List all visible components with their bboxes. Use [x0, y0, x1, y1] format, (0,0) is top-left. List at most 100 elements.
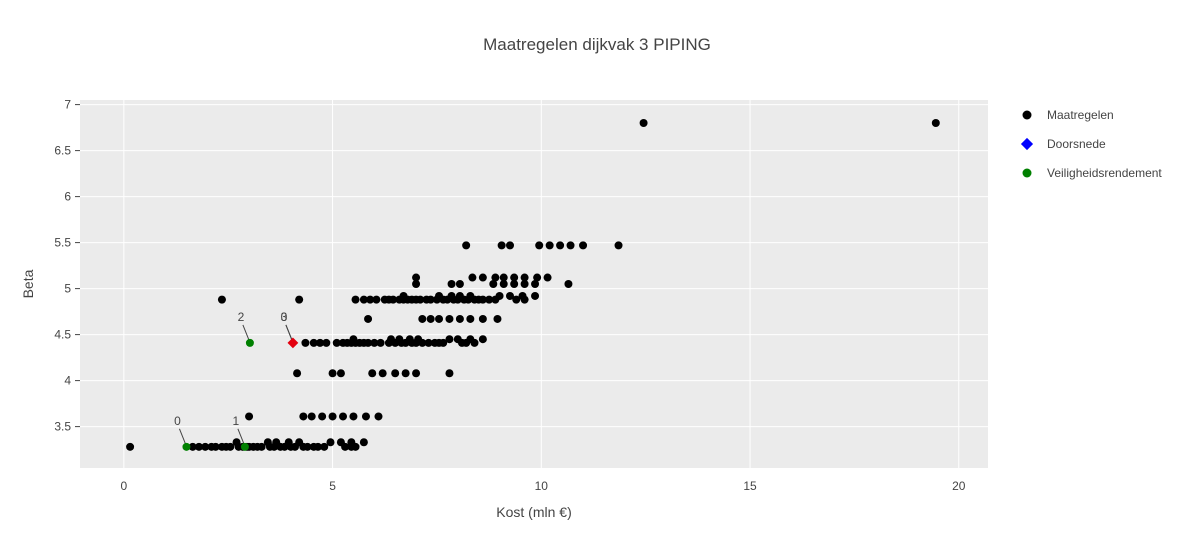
annotation-label: 1: [233, 414, 240, 428]
annotation-label: 0: [281, 310, 288, 324]
annotation-arrow: [242, 324, 250, 341]
data-point: [470, 338, 479, 347]
data-point: [445, 369, 454, 378]
data-point: [535, 241, 544, 250]
data-point: [313, 442, 322, 451]
data-point: [349, 335, 358, 344]
data-point: [332, 338, 341, 347]
data-point: [439, 338, 448, 347]
data-point: [931, 119, 940, 127]
data-point: [303, 442, 312, 451]
data-point: [328, 412, 337, 421]
data-point: [418, 314, 427, 323]
data-point: [520, 273, 529, 282]
data-point: [426, 314, 435, 323]
data-point: [339, 412, 348, 421]
data-point: [426, 295, 435, 304]
y-tick-label: 4.5: [54, 328, 71, 342]
data-point: [245, 412, 254, 421]
data-point: [182, 442, 191, 451]
annotation-arrow: [285, 324, 293, 341]
legend-item[interactable]: Veiligheidsrendement: [1022, 166, 1163, 180]
data-point: [497, 241, 506, 250]
y-tick-label: 7: [64, 98, 71, 112]
data-point: [639, 119, 648, 127]
data-point: [462, 241, 471, 250]
data-point: [445, 314, 454, 323]
data-point: [391, 369, 400, 378]
data-point: [307, 412, 316, 421]
data-point: [364, 314, 373, 323]
data-points: [126, 119, 940, 451]
data-point: [531, 280, 540, 288]
legend-label: Doorsnede: [1047, 137, 1106, 151]
data-point: [466, 314, 475, 323]
data-point: [468, 273, 477, 282]
data-point: [424, 338, 433, 347]
data-point: [351, 295, 360, 304]
data-point: [401, 369, 410, 378]
data-point: [188, 442, 197, 451]
data-point: [217, 295, 226, 304]
annotation-label: 0: [174, 414, 181, 428]
legend-label: Maatregelen: [1047, 108, 1114, 122]
annotation-arrow: [178, 428, 186, 445]
data-point: [370, 338, 379, 347]
annotation-label: 3: [281, 310, 288, 324]
data-point: [240, 442, 249, 451]
data-point: [245, 338, 254, 347]
data-point: [418, 338, 427, 347]
x-axis-title: Kost (mln €): [496, 504, 571, 520]
data-point: [512, 295, 521, 304]
data-point: [455, 280, 464, 288]
data-point: [491, 273, 500, 282]
legend-marker: [1022, 168, 1032, 178]
data-point: [447, 280, 456, 288]
data-point: [336, 369, 345, 378]
data-point: [531, 291, 540, 300]
legend[interactable]: Maatregelen Doorsnede Veiligheidsrendement: [1020, 108, 1163, 180]
x-tick-label: 10: [535, 479, 549, 493]
data-point: [389, 295, 398, 304]
data-point: [412, 369, 421, 378]
y-tick-label: 4: [64, 374, 71, 388]
y-tick-label: 6: [64, 190, 71, 204]
data-point: [478, 335, 487, 344]
chart-title: Maatregelen dijkvak 3 PIPING: [483, 35, 711, 54]
data-point: [510, 273, 519, 282]
legend-item[interactable]: Maatregelen: [1022, 108, 1114, 122]
data-point: [374, 412, 383, 421]
data-point: [489, 280, 498, 288]
legend-item[interactable]: Doorsnede: [1020, 137, 1106, 151]
data-point: [556, 241, 565, 250]
data-point: [318, 412, 327, 421]
data-point: [364, 338, 373, 347]
data-point: [301, 338, 310, 347]
data-point: [510, 280, 519, 288]
axis-ticks: 0 5 10 15 203.544.555.566.57: [54, 98, 965, 493]
data-point: [361, 412, 370, 421]
x-tick-label: 0: [120, 479, 127, 493]
data-point: [351, 442, 360, 451]
data-point: [293, 369, 302, 378]
data-point: [499, 280, 508, 288]
x-tick-label: 20: [952, 479, 966, 493]
data-point: [533, 273, 542, 282]
data-point: [564, 280, 573, 288]
data-point: [366, 295, 375, 304]
legend-marker: [1022, 110, 1032, 120]
annotations: 0 12 30: [174, 310, 293, 445]
data-point: [378, 369, 387, 378]
data-point: [328, 369, 337, 378]
annotation-arrow: [237, 428, 245, 445]
y-tick-label: 5.5: [54, 236, 71, 250]
data-point: [359, 438, 368, 447]
data-point: [543, 273, 552, 282]
data-point: [545, 241, 554, 250]
data-point: [499, 273, 508, 282]
grid-lines: [80, 100, 988, 468]
data-point: [614, 241, 623, 250]
data-point: [359, 295, 368, 304]
data-point: [211, 442, 220, 451]
